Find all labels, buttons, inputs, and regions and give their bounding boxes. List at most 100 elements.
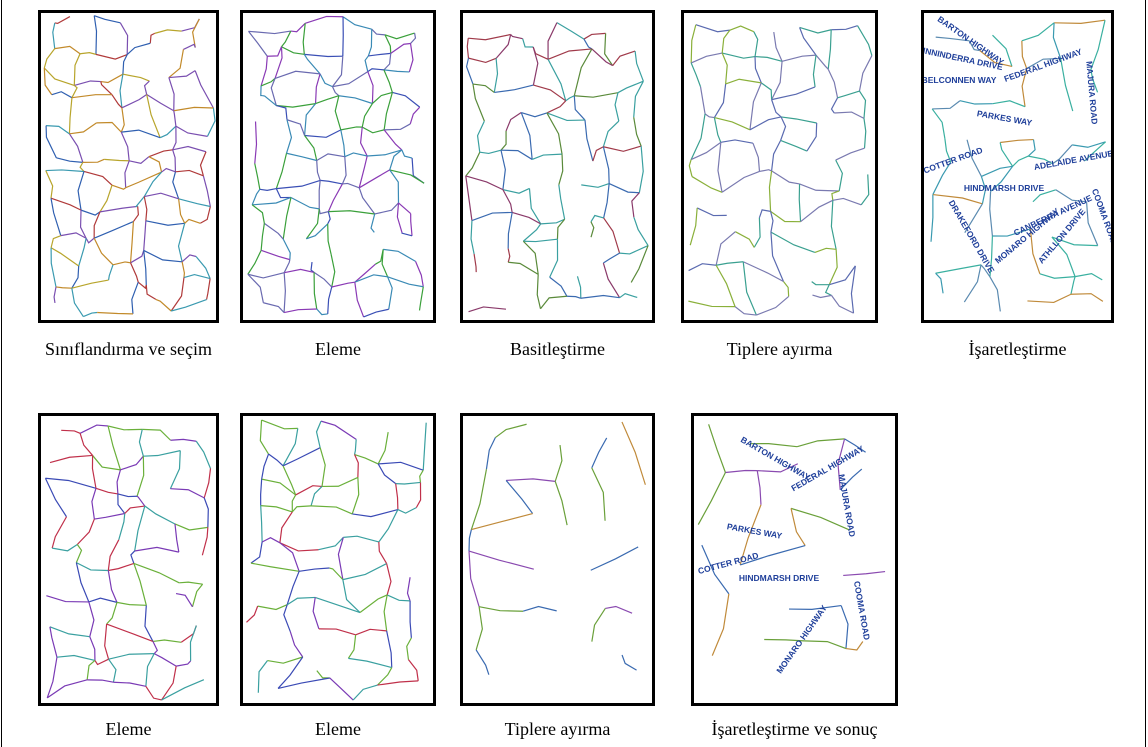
road-label: MONARO HIGHWAY [774,603,829,675]
road [320,180,342,184]
road [375,203,399,214]
road [408,660,418,681]
road [523,39,534,47]
road [263,303,284,313]
road [51,236,61,248]
road [605,33,613,65]
road-label: COOMA ROAD [852,580,872,640]
road [173,147,206,152]
road [86,238,94,243]
road [306,224,327,239]
road [990,191,993,236]
road [781,117,786,141]
road [319,180,320,208]
road [328,287,332,314]
road [332,56,342,86]
road [410,601,411,638]
frame-right [1145,0,1146,747]
road [76,563,108,571]
road [722,171,759,192]
road [782,55,816,61]
road [119,514,125,540]
road [754,32,758,57]
road-network [463,416,652,703]
road [174,107,214,110]
road [123,55,127,75]
map-panel: BARTON HIGHWAYFEDERAL HIGHWAYMAJURA ROAD… [691,413,898,706]
road [689,264,717,271]
road [387,595,410,601]
road [108,571,117,603]
road [264,223,283,239]
road [603,121,618,147]
road [506,480,533,513]
panel-caption: İşaretleştirme [933,338,1103,361]
road [72,266,79,288]
road [72,280,109,288]
road-network [243,416,433,703]
road [359,170,389,188]
road [267,657,302,663]
road [100,206,138,212]
road [156,299,171,311]
road [255,121,257,163]
road [584,33,606,39]
road [69,98,72,134]
road [833,198,861,204]
map-panel [38,10,219,323]
road [1027,294,1071,302]
road-label: HINDMARSH DRIVE [964,183,1045,193]
road [932,109,945,138]
road [320,74,332,87]
road [859,91,865,118]
road [691,53,722,63]
road [398,508,416,513]
road [506,479,555,482]
road [45,478,66,516]
road [932,101,960,109]
road [179,223,185,261]
road-label: ADELAIDE AVENUE [1033,148,1111,172]
road [714,84,725,118]
road [593,147,604,161]
road [129,157,149,164]
road [548,23,557,60]
road [799,184,800,222]
road [342,157,346,184]
road [144,250,147,285]
road [162,666,177,700]
road [149,150,173,157]
road [317,160,320,180]
road [276,106,287,120]
road [591,216,604,222]
road [851,266,855,313]
road [317,671,330,678]
road [384,70,392,93]
road [361,127,368,156]
road [100,185,112,212]
road [321,421,356,439]
road [120,456,143,470]
road [125,506,145,513]
road [838,91,860,98]
road [836,160,843,191]
road [284,269,314,272]
road [261,223,264,250]
road [532,154,562,159]
road [146,285,156,299]
road [112,185,126,189]
road [118,494,125,514]
road [725,470,757,472]
road [501,150,505,189]
road [137,496,145,506]
road [555,481,567,525]
road [754,218,760,248]
road [471,221,474,254]
road [1075,274,1102,280]
road [691,63,700,87]
road [791,508,850,530]
road [261,506,293,512]
road [469,551,534,569]
road [144,197,147,221]
road [331,254,335,287]
